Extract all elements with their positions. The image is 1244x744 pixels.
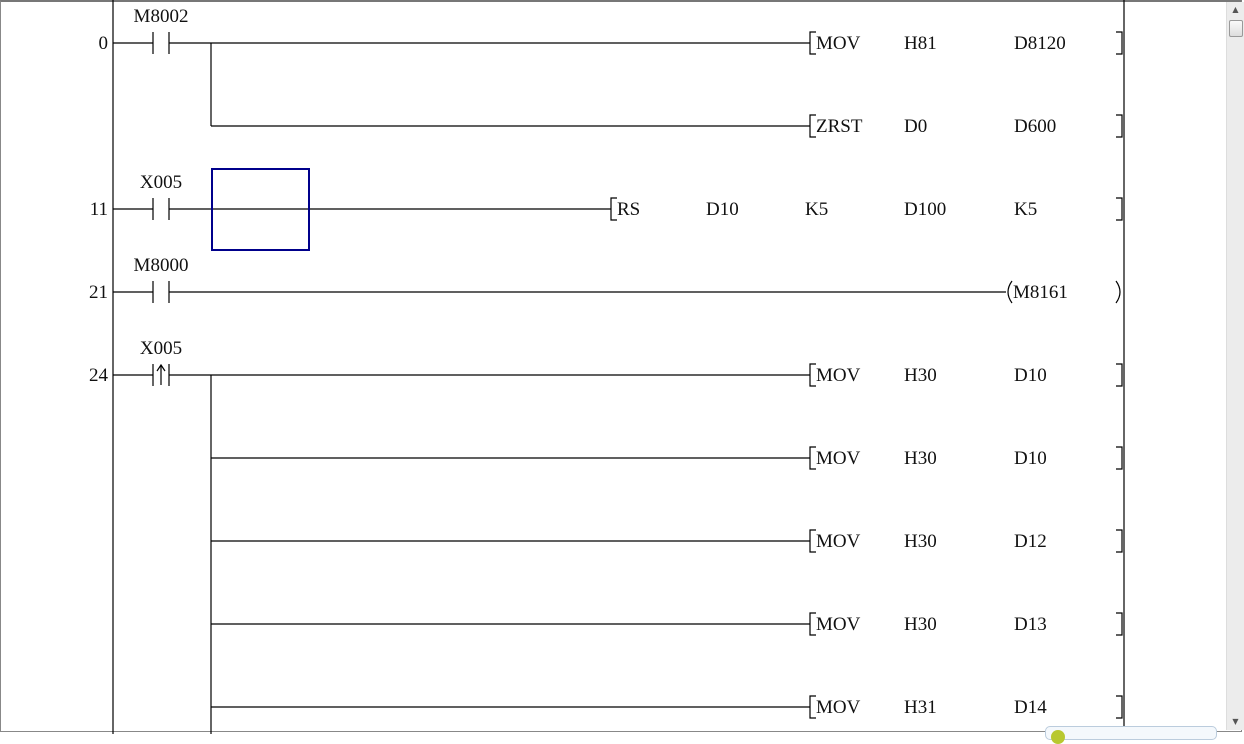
instruction-mnemonic: MOV <box>816 697 861 718</box>
step-number: 21 <box>89 282 108 303</box>
instruction-open-bracket <box>809 363 816 387</box>
vertical-scrollbar[interactable]: ▲ ▼ <box>1226 2 1244 730</box>
instruction-operand: D10 <box>1014 448 1047 469</box>
step-number: 0 <box>99 33 109 54</box>
coil-close-icon <box>1115 280 1121 304</box>
instruction-close-bracket <box>1116 363 1123 387</box>
instruction-open-bracket <box>610 197 617 221</box>
instruction-operand: D14 <box>1014 697 1047 718</box>
instruction-close-bracket <box>1116 446 1123 470</box>
instruction-mnemonic: ZRST <box>816 116 863 137</box>
scroll-up-icon[interactable]: ▲ <box>1232 5 1239 14</box>
scrollbar-thumb[interactable] <box>1229 20 1243 37</box>
edit-cursor[interactable] <box>211 168 310 251</box>
instruction-mnemonic: MOV <box>816 365 861 386</box>
instruction-operand: H31 <box>904 697 937 718</box>
instruction-operand: H30 <box>904 531 937 552</box>
instruction-operand: D0 <box>904 116 927 137</box>
instruction-open-bracket <box>809 114 816 138</box>
instruction-operand: K5 <box>1014 199 1037 220</box>
instruction-operand: H30 <box>904 448 937 469</box>
instruction-operand: D10 <box>1014 365 1047 386</box>
instruction-close-bracket <box>1116 529 1123 553</box>
contact-label: M8000 <box>134 255 189 276</box>
coil-open-icon <box>1007 280 1013 304</box>
instruction-operand: D8120 <box>1014 33 1066 54</box>
step-number: 24 <box>89 365 109 386</box>
scroll-down-icon[interactable]: ▼ <box>1232 717 1239 726</box>
instruction-open-bracket <box>809 695 816 719</box>
instruction-operand: H81 <box>904 33 937 54</box>
instruction-operand: D12 <box>1014 531 1047 552</box>
instruction-open-bracket <box>809 529 816 553</box>
instruction-open-bracket <box>809 31 816 55</box>
instruction-operand: D600 <box>1014 116 1056 137</box>
instruction-mnemonic: MOV <box>816 531 861 552</box>
instruction-open-bracket <box>809 612 816 636</box>
notification-icon <box>1051 730 1065 744</box>
instruction-mnemonic: RS <box>617 199 640 220</box>
instruction-close-bracket <box>1116 695 1123 719</box>
instruction-open-bracket <box>809 446 816 470</box>
instruction-close-bracket <box>1116 612 1123 636</box>
instruction-mnemonic: MOV <box>816 614 861 635</box>
contact-label: X005 <box>140 338 182 359</box>
coil-device: M8161 <box>1013 282 1068 303</box>
instruction-close-bracket <box>1116 31 1123 55</box>
step-number: 11 <box>90 199 108 220</box>
instruction-close-bracket <box>1116 114 1123 138</box>
contact-label: X005 <box>140 172 182 193</box>
instruction-operand: K5 <box>805 199 828 220</box>
instruction-mnemonic: MOV <box>816 33 861 54</box>
ladder-diagram[interactable]: 0 M8002 MOV H81 D8120 ZRST D0 D600 11 X005 RS D10 K5… <box>0 0 1226 734</box>
instruction-close-bracket <box>1116 197 1123 221</box>
notification-popup[interactable] <box>1045 726 1217 744</box>
instruction-mnemonic: MOV <box>816 448 861 469</box>
instruction-operand: D13 <box>1014 614 1047 635</box>
instruction-operand: H30 <box>904 365 937 386</box>
contact-label: M8002 <box>134 6 189 27</box>
instruction-operand: D100 <box>904 199 946 220</box>
rising-edge-arrow-icon <box>156 363 166 372</box>
instruction-operand: H30 <box>904 614 937 635</box>
instruction-operand: D10 <box>706 199 739 220</box>
